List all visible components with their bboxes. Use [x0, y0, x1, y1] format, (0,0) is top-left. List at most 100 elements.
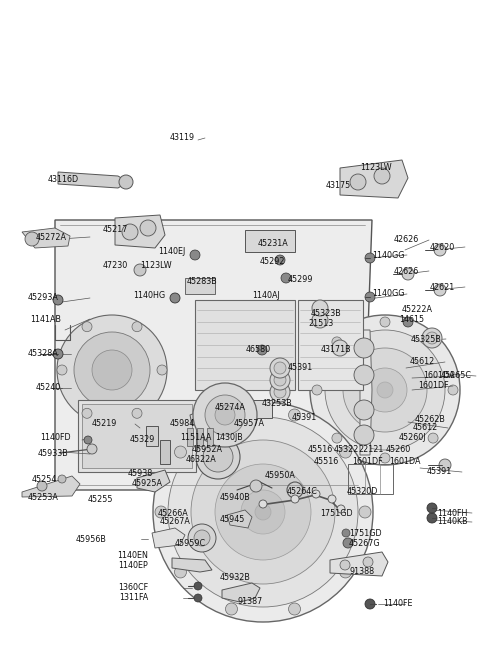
Circle shape — [434, 244, 446, 256]
Circle shape — [359, 506, 371, 518]
Text: 46322A: 46322A — [186, 455, 217, 464]
Polygon shape — [137, 470, 170, 492]
Circle shape — [288, 603, 300, 615]
Circle shape — [57, 365, 67, 375]
Bar — [160, 440, 170, 464]
Text: 45516: 45516 — [314, 457, 339, 466]
Text: 45274A: 45274A — [215, 403, 246, 413]
Polygon shape — [22, 476, 80, 497]
Circle shape — [288, 409, 300, 421]
Bar — [245, 230, 295, 252]
Circle shape — [274, 374, 286, 386]
Text: 45959C: 45959C — [175, 538, 206, 548]
Bar — [298, 300, 363, 390]
Circle shape — [255, 504, 271, 520]
Text: 45283B: 45283B — [187, 276, 218, 286]
Text: 1311FA: 1311FA — [119, 593, 148, 603]
Text: 43175: 43175 — [326, 181, 351, 191]
Text: 45260J: 45260J — [399, 432, 427, 441]
Polygon shape — [227, 510, 252, 528]
Circle shape — [422, 328, 442, 348]
Text: 45219: 45219 — [92, 419, 118, 428]
Polygon shape — [360, 330, 372, 455]
Text: 45292: 45292 — [260, 257, 286, 267]
Text: 45952A: 45952A — [192, 445, 223, 453]
Text: 45325B: 45325B — [411, 335, 442, 343]
Circle shape — [191, 440, 335, 584]
Circle shape — [343, 538, 353, 548]
Text: 45264C: 45264C — [287, 487, 318, 495]
Circle shape — [310, 315, 460, 465]
Circle shape — [448, 385, 458, 395]
Text: 43119: 43119 — [170, 134, 195, 143]
Text: 1601DA: 1601DA — [423, 371, 455, 381]
Text: 1141AB: 1141AB — [30, 314, 61, 324]
Circle shape — [328, 495, 336, 503]
Circle shape — [325, 330, 445, 450]
Circle shape — [175, 446, 187, 458]
Bar — [185, 278, 215, 294]
Circle shape — [427, 503, 437, 513]
Text: 1140GG: 1140GG — [372, 290, 405, 299]
Circle shape — [58, 475, 66, 483]
Circle shape — [342, 529, 350, 537]
Text: 42626: 42626 — [394, 236, 419, 244]
Circle shape — [155, 506, 167, 518]
Text: 45262B: 45262B — [415, 415, 446, 424]
Circle shape — [377, 382, 393, 398]
Circle shape — [241, 490, 285, 534]
Text: 43116D: 43116D — [48, 174, 79, 183]
Circle shape — [82, 322, 92, 331]
Polygon shape — [330, 552, 388, 576]
Circle shape — [57, 315, 167, 425]
Text: 45222A: 45222A — [402, 305, 433, 314]
Circle shape — [363, 368, 407, 412]
Circle shape — [134, 264, 146, 276]
Text: 1140HG: 1140HG — [133, 291, 165, 301]
Circle shape — [250, 480, 262, 492]
Circle shape — [270, 382, 290, 402]
Text: 45265C: 45265C — [441, 371, 472, 381]
Circle shape — [226, 409, 238, 421]
Circle shape — [190, 250, 200, 260]
Circle shape — [354, 400, 374, 420]
Circle shape — [84, 436, 92, 444]
Circle shape — [339, 446, 351, 458]
Text: 45957A: 45957A — [234, 419, 265, 428]
Circle shape — [291, 495, 299, 503]
Circle shape — [312, 385, 322, 395]
Circle shape — [53, 349, 63, 359]
Text: 45328A: 45328A — [28, 350, 59, 358]
Circle shape — [363, 557, 373, 567]
Text: 45984: 45984 — [170, 419, 195, 428]
Bar — [82, 404, 192, 468]
Circle shape — [37, 481, 47, 491]
Circle shape — [194, 594, 202, 602]
Circle shape — [122, 224, 138, 240]
Text: 1140FD: 1140FD — [40, 434, 71, 443]
Text: 45267A: 45267A — [160, 517, 191, 527]
Circle shape — [402, 268, 414, 280]
Circle shape — [157, 365, 167, 375]
Circle shape — [312, 312, 328, 328]
Circle shape — [312, 490, 320, 498]
Circle shape — [403, 317, 413, 327]
Circle shape — [193, 383, 257, 447]
Text: 1360CF: 1360CF — [118, 584, 148, 593]
Circle shape — [380, 453, 390, 463]
Circle shape — [332, 340, 348, 356]
Circle shape — [343, 348, 427, 432]
Text: 42626: 42626 — [394, 267, 419, 276]
Text: 91388: 91388 — [349, 567, 374, 576]
Circle shape — [226, 603, 238, 615]
Text: 45956B: 45956B — [75, 534, 106, 544]
Text: 45240: 45240 — [36, 383, 61, 392]
Circle shape — [339, 566, 351, 578]
Circle shape — [170, 293, 180, 303]
Circle shape — [332, 337, 342, 347]
Text: 1140KB: 1140KB — [437, 517, 468, 527]
Text: 45253A: 45253A — [28, 493, 59, 502]
Text: 1601DF: 1601DF — [352, 457, 383, 466]
Bar — [207, 428, 213, 446]
Text: 21513: 21513 — [308, 320, 333, 329]
